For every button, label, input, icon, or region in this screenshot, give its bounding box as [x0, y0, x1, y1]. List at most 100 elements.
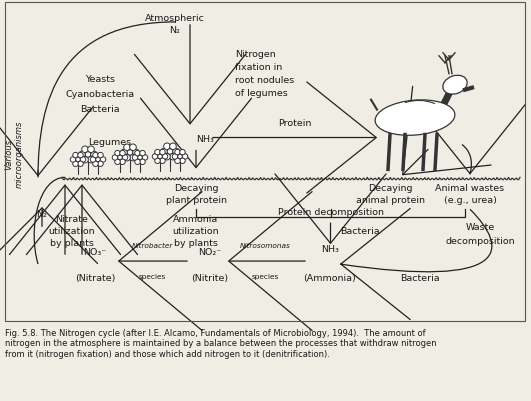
Text: N₂: N₂ — [169, 26, 181, 35]
Circle shape — [90, 157, 96, 162]
Circle shape — [138, 155, 142, 160]
Circle shape — [98, 152, 103, 158]
Circle shape — [142, 155, 148, 160]
Circle shape — [88, 156, 95, 163]
Text: Nitrobacter: Nitrobacter — [131, 243, 173, 249]
Circle shape — [180, 150, 185, 155]
Text: NH₃: NH₃ — [196, 134, 214, 144]
Circle shape — [175, 158, 180, 164]
Circle shape — [135, 159, 140, 164]
Text: plant protein: plant protein — [166, 196, 227, 205]
Circle shape — [161, 148, 167, 155]
Circle shape — [124, 154, 130, 161]
Text: Nitrogen: Nitrogen — [235, 50, 276, 59]
Text: Ammonia: Ammonia — [174, 215, 219, 224]
Text: decomposition: decomposition — [445, 237, 515, 246]
Circle shape — [180, 158, 185, 164]
Ellipse shape — [443, 75, 467, 94]
Circle shape — [127, 150, 133, 155]
Circle shape — [130, 144, 136, 150]
Circle shape — [98, 161, 103, 166]
Text: NH₃: NH₃ — [321, 245, 339, 254]
Circle shape — [140, 150, 145, 156]
Circle shape — [164, 153, 170, 160]
Circle shape — [175, 150, 180, 155]
Circle shape — [164, 143, 170, 150]
Text: (Nitrate): (Nitrate) — [75, 274, 115, 283]
Circle shape — [93, 152, 98, 158]
Circle shape — [78, 161, 83, 166]
Circle shape — [118, 155, 122, 160]
Circle shape — [152, 154, 158, 159]
Circle shape — [132, 155, 138, 160]
Text: NO₃⁻: NO₃⁻ — [83, 248, 107, 257]
Text: Nitrosomonas: Nitrosomonas — [239, 243, 290, 249]
Text: Waste: Waste — [465, 223, 494, 232]
Text: Protein decomposition: Protein decomposition — [278, 208, 383, 217]
Text: (Nitrite): (Nitrite) — [192, 274, 228, 283]
Text: root nodules: root nodules — [235, 76, 294, 85]
Text: Nitrate: Nitrate — [56, 215, 89, 224]
Circle shape — [182, 154, 188, 159]
Circle shape — [112, 155, 118, 160]
Circle shape — [115, 150, 120, 156]
Circle shape — [130, 154, 136, 161]
Text: utilization: utilization — [49, 227, 95, 236]
Text: Legumes: Legumes — [89, 138, 132, 148]
Text: NO₂⁻: NO₂⁻ — [199, 248, 221, 257]
Text: Fig. 5.8. The Nitrogen cycle (after I.E. Alcamo, Fundamentals of Microbiology, 1: Fig. 5.8. The Nitrogen cycle (after I.E.… — [5, 329, 437, 358]
Circle shape — [160, 150, 165, 155]
Circle shape — [160, 158, 165, 164]
Circle shape — [172, 154, 178, 159]
Circle shape — [100, 157, 106, 162]
Text: Decaying: Decaying — [368, 184, 412, 193]
Text: animal protein: animal protein — [355, 196, 424, 205]
Text: fixation in: fixation in — [235, 63, 282, 72]
Circle shape — [91, 151, 97, 158]
Circle shape — [170, 143, 176, 150]
Circle shape — [120, 159, 125, 164]
Text: Animal wastes: Animal wastes — [435, 184, 504, 193]
Ellipse shape — [375, 100, 455, 135]
Circle shape — [82, 156, 88, 163]
Text: Cyanobacteria: Cyanobacteria — [65, 90, 134, 99]
Text: (e.g., urea): (e.g., urea) — [443, 196, 496, 205]
Text: Yeasts: Yeasts — [85, 75, 115, 84]
Circle shape — [155, 150, 160, 155]
Circle shape — [78, 152, 83, 158]
Circle shape — [76, 157, 80, 162]
Text: Bacteria: Bacteria — [400, 274, 440, 283]
Text: by plants: by plants — [174, 239, 218, 248]
Circle shape — [122, 155, 128, 160]
Circle shape — [120, 150, 125, 156]
Text: species: species — [251, 274, 279, 280]
Circle shape — [155, 158, 160, 164]
Circle shape — [82, 146, 88, 152]
Circle shape — [85, 152, 91, 157]
Circle shape — [96, 157, 100, 162]
Circle shape — [124, 144, 130, 150]
Text: (Ammonia): (Ammonia) — [304, 274, 356, 283]
Circle shape — [158, 154, 162, 159]
Circle shape — [170, 153, 176, 160]
Text: utilization: utilization — [173, 227, 219, 236]
Circle shape — [73, 161, 78, 166]
Circle shape — [167, 149, 173, 154]
Circle shape — [79, 151, 85, 158]
Circle shape — [162, 154, 168, 159]
Text: Bacteria: Bacteria — [80, 105, 120, 114]
Circle shape — [121, 149, 127, 156]
Text: Decaying: Decaying — [174, 184, 218, 193]
Text: of legumes: of legumes — [235, 89, 288, 98]
Circle shape — [133, 149, 139, 156]
Circle shape — [73, 152, 78, 158]
Circle shape — [178, 154, 182, 159]
Text: species: species — [139, 274, 166, 280]
Circle shape — [173, 148, 179, 155]
Circle shape — [140, 159, 145, 164]
Circle shape — [70, 157, 76, 162]
Circle shape — [115, 159, 120, 164]
Text: Bacteria: Bacteria — [340, 227, 380, 236]
Text: Protein: Protein — [278, 119, 312, 128]
Circle shape — [93, 161, 98, 166]
